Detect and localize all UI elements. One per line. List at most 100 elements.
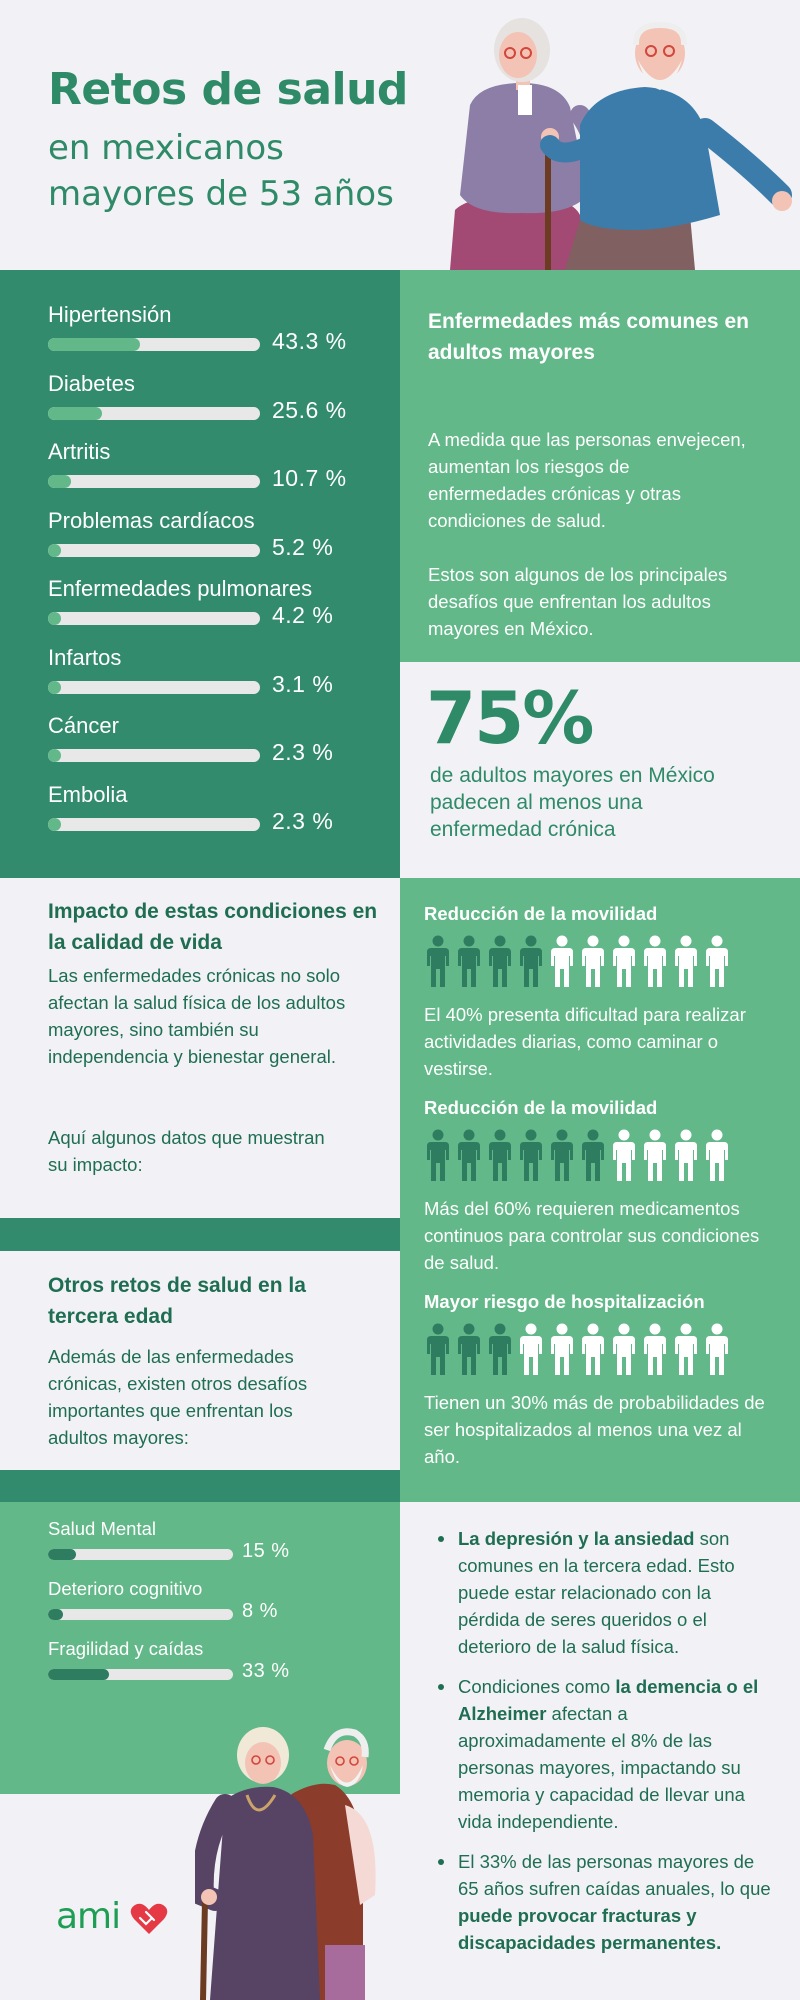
person-icon <box>520 1323 542 1375</box>
bar-row: Enfermedades pulmonares 4.2 % <box>48 576 368 632</box>
person-icon <box>582 1129 604 1181</box>
divider-band-1 <box>0 1218 400 1251</box>
bar-value-label: 25.6 % <box>272 396 347 423</box>
stat-title: Reducción de la movilidad <box>424 903 658 924</box>
impact-panel <box>0 878 400 1218</box>
diseases-info-title: Enfermedades más comunes en adultos mayo… <box>428 310 749 364</box>
bar-label: Enfermedades pulmonares <box>48 576 313 601</box>
highlight-percent: 75% <box>426 676 594 760</box>
bar <box>48 817 61 831</box>
person-icon <box>644 935 666 987</box>
bar-value-label: 10.7 % <box>272 465 347 491</box>
person-icon <box>644 1323 666 1375</box>
person-icon <box>427 1323 449 1375</box>
elderly-couple-standing-illustration <box>195 1727 376 2000</box>
people-row <box>424 1323 734 1377</box>
diseases-info-paragraph-1: A medida que las personas envejecen, aum… <box>428 429 746 531</box>
highlight-panel <box>400 662 800 878</box>
highlight-caption: de adultos mayores en México padecen al … <box>430 764 715 841</box>
list-item: Condiciones como la demencia o el Alzhei… <box>432 1673 772 1835</box>
bar <box>48 406 103 420</box>
bar-row: Infartos 3.1 % <box>48 645 368 701</box>
challenges-list: La depresión y la ansiedad son comunes e… <box>432 1525 772 1969</box>
stat-title: Reducción de la movilidad <box>424 1097 658 1118</box>
bar-track <box>48 1549 233 1560</box>
impact-paragraph-1: Las enfermedades crónicas no solo afecta… <box>48 965 346 1067</box>
bar-track <box>48 1609 233 1620</box>
person-icon <box>582 935 604 987</box>
page-title: Retos de salud <box>48 64 408 115</box>
person-icon <box>489 1129 511 1181</box>
list-item: La depresión y la ansiedad son comunes e… <box>432 1525 772 1660</box>
person-icon <box>551 1323 573 1375</box>
person-icon <box>551 1129 573 1181</box>
bar-track <box>48 475 260 488</box>
person-icon <box>427 935 449 987</box>
bar-label: Artritis <box>48 439 111 464</box>
bar-row: Artritis 10.7 % <box>48 439 368 495</box>
bar-row: Problemas cardíacos 5.2 % <box>48 508 368 564</box>
list-item: El 33% de las personas mayores de 65 año… <box>432 1848 772 1956</box>
bar-label: Infartos <box>48 644 122 670</box>
bar-row: Deterioro cognitivo 8 % <box>48 1578 348 1628</box>
person-icon <box>613 935 635 987</box>
subtitle-line-1: en mexicanos <box>48 128 284 168</box>
person-icon <box>489 1323 511 1375</box>
bar-row: Diabetes 25.6 % <box>48 371 368 427</box>
stat-title: Mayor riesgo de hospitalización <box>424 1291 705 1312</box>
other-paragraph: Además de las enfermedades crónicas, exi… <box>48 1346 308 1448</box>
ami-logo: ami <box>56 1896 176 1946</box>
bar-track <box>48 612 260 625</box>
bar <box>48 338 140 351</box>
person-icon <box>644 1129 666 1181</box>
bar-label: Deterioro cognitivo <box>48 1578 203 1599</box>
bar-track <box>48 817 260 831</box>
bar-value-label: 3.1 % <box>272 670 334 697</box>
people-row <box>424 935 734 989</box>
bar-label: Cáncer <box>48 713 119 738</box>
bar <box>48 749 61 762</box>
bar <box>48 1549 76 1560</box>
impact-title: Impacto de estas condiciones en la calid… <box>48 900 378 954</box>
bar-row: Cáncer 2.3 % <box>48 713 368 769</box>
bar-value-label: 43.3 % <box>272 328 347 354</box>
bar <box>48 475 71 488</box>
heart-icon <box>130 1903 168 1934</box>
person-icon <box>458 935 480 987</box>
bar-value-label: 4.2 % <box>272 602 334 628</box>
person-icon <box>520 935 542 987</box>
other-title: Otros retos de salud en la tercera edad <box>48 1274 306 1328</box>
person-icon <box>520 1129 542 1181</box>
elderly-couple-illustration <box>450 18 792 270</box>
bullets-panel <box>400 1502 800 2000</box>
bar-track <box>48 749 260 762</box>
bar <box>48 680 61 694</box>
person-icon <box>706 1129 728 1181</box>
bar <box>48 1669 110 1680</box>
person-icon <box>582 1323 604 1375</box>
people-row <box>424 1129 734 1183</box>
bar-label: Embolia <box>48 781 128 807</box>
person-icon <box>675 935 697 987</box>
bar-row: Salud Mental 15 % <box>48 1518 348 1568</box>
person-icon <box>551 935 573 987</box>
person-icon <box>427 1129 449 1181</box>
bar <box>48 612 61 625</box>
bar-track <box>48 1669 233 1680</box>
bar-value-label: 15 % <box>242 1540 290 1562</box>
stat-text: El 40% presenta dificultad para realizar… <box>424 1004 746 1079</box>
subtitle-line-2: mayores de 53 años <box>48 174 394 214</box>
bar-label: Diabetes <box>48 370 135 396</box>
person-icon <box>675 1129 697 1181</box>
bar-track <box>48 338 260 351</box>
diseases-info-panel <box>400 270 800 662</box>
bar-track <box>48 406 260 420</box>
bar-label: Problemas cardíacos <box>48 507 255 533</box>
bar-label: Salud Mental <box>48 1518 156 1539</box>
bar-row: Fragilidad y caídas 33 % <box>48 1638 348 1688</box>
bar-value-label: 2.3 % <box>272 739 334 765</box>
page-subtitle: en mexicanos mayores de 53 años <box>48 125 448 217</box>
bar-label: Fragilidad y caídas <box>48 1638 204 1659</box>
bar-value-label: 8 % <box>242 1600 278 1622</box>
person-icon <box>675 1323 697 1375</box>
